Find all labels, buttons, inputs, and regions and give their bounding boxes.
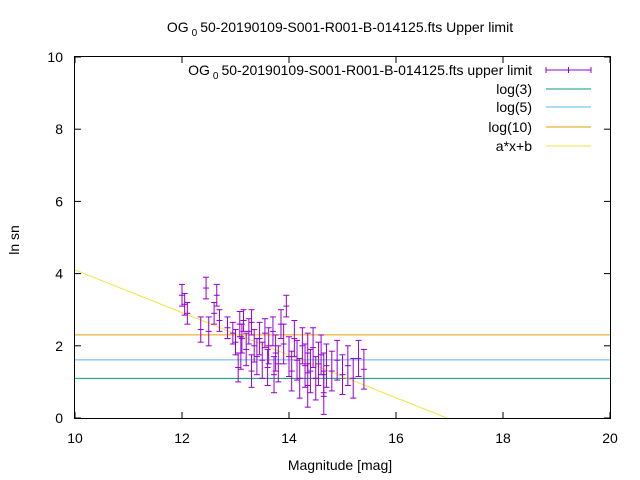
data-point <box>312 356 319 401</box>
data-point <box>264 348 271 387</box>
legend-label: log(3) <box>496 81 532 97</box>
data-point <box>253 338 260 376</box>
y-tick-label: 8 <box>55 121 63 137</box>
plot-area <box>75 269 610 418</box>
data-point <box>248 309 255 336</box>
data-point <box>288 350 295 392</box>
data-point <box>256 321 263 356</box>
data-point <box>259 341 266 379</box>
data-point <box>275 345 282 383</box>
data-point <box>339 354 346 396</box>
data-point <box>323 343 330 388</box>
data-point <box>283 294 290 318</box>
data-point <box>203 276 210 300</box>
data-point <box>272 334 279 372</box>
data-point <box>243 332 250 367</box>
chart-title: OG 0 50-20190109-S001-R001-B-014125.fts Up… <box>167 19 513 39</box>
data-point <box>205 316 212 347</box>
axis-ticks: 10 12 14 16 18 20 0 2 4 6 8 10 <box>47 49 618 446</box>
data-point <box>216 309 223 332</box>
legend-label: log(10) <box>488 119 532 135</box>
data-point <box>245 318 252 345</box>
data-point <box>302 343 309 388</box>
data-point <box>310 327 317 368</box>
data-point <box>197 316 204 343</box>
data-point <box>328 350 335 392</box>
data-point <box>269 316 276 347</box>
data-point <box>334 339 341 381</box>
data-point <box>296 357 303 399</box>
data-point <box>261 318 268 349</box>
x-tick-label: 20 <box>602 430 618 446</box>
data-point <box>179 283 185 307</box>
data-point <box>229 321 236 345</box>
x-axis-label: Magnitude [mag] <box>288 457 392 473</box>
data-point <box>304 332 311 374</box>
y-axis-label: ln sn <box>6 225 22 255</box>
data-point <box>213 283 220 307</box>
legend-label: OG 0 50-20190109-S001-R001-B-014125.fts up… <box>188 62 532 82</box>
data-point <box>280 323 287 365</box>
data-point <box>291 320 298 358</box>
legend-label: log(5) <box>496 99 532 115</box>
data-point <box>307 348 314 394</box>
data-point <box>248 354 255 388</box>
y-tick-label: 10 <box>47 49 63 65</box>
x-tick-label: 18 <box>495 430 511 446</box>
data-point <box>224 316 231 340</box>
data-point <box>232 329 239 356</box>
x-tick-label: 10 <box>67 430 83 446</box>
data-point <box>360 348 367 390</box>
y-tick-label: 0 <box>55 410 63 426</box>
y-tick-label: 6 <box>55 193 63 209</box>
y-tick-label: 2 <box>55 338 63 354</box>
x-tick-label: 12 <box>174 430 190 446</box>
data-point <box>320 370 327 415</box>
data-point <box>355 339 362 377</box>
data-point <box>315 341 322 387</box>
data-point <box>299 327 306 365</box>
y-tick-label: 4 <box>55 266 63 282</box>
data-point <box>181 292 188 316</box>
data-point <box>184 301 191 325</box>
data-point <box>344 345 351 387</box>
data-point <box>350 357 357 399</box>
data-point <box>294 339 301 381</box>
x-tick-label: 14 <box>281 430 297 446</box>
legend-label: a*x+b <box>496 138 532 154</box>
data-point <box>235 352 242 383</box>
data-point <box>240 309 247 332</box>
data-point <box>286 336 292 377</box>
x-tick-label: 16 <box>388 430 404 446</box>
data-point <box>265 327 272 365</box>
plot-frame <box>74 56 611 419</box>
legend: OG 0 50-20190109-S001-R001-B-014125.fts up… <box>188 62 592 154</box>
